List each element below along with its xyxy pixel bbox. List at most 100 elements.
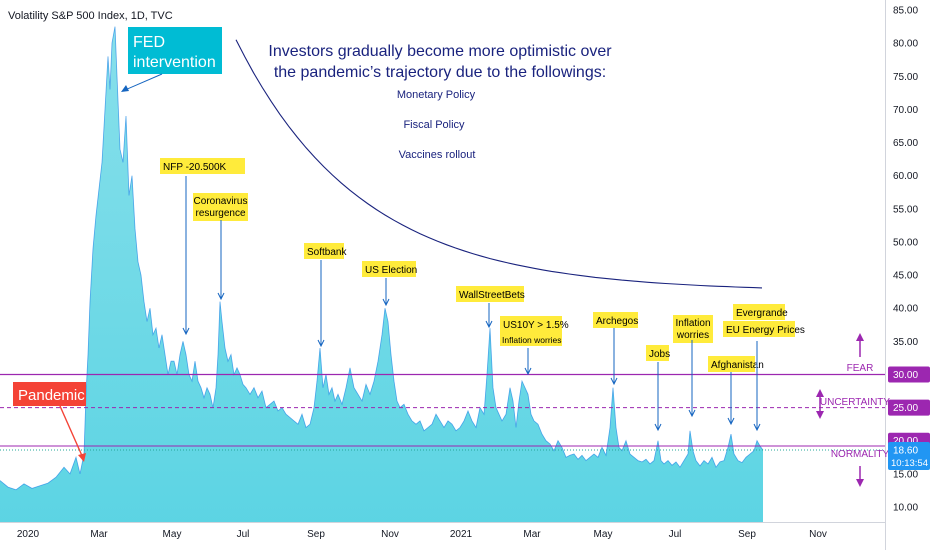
optimism-decay-curve	[235, 39, 763, 289]
x-tick-label: Mar	[523, 529, 541, 540]
y-tick-label: 55.00	[893, 204, 918, 215]
event-annotation-text: Inflation worries	[675, 318, 710, 341]
factor-monetary-policy: Monetary Policy	[397, 89, 476, 101]
event-annotation-subbox	[500, 332, 562, 346]
event-annotation-subtext: EU Energy Prices	[726, 325, 805, 336]
event-annotation: Afghanistan	[708, 356, 764, 426]
y-tick-label: 50.00	[893, 237, 918, 248]
event-annotation: Inflation worries	[673, 315, 713, 418]
y-tick-label: 15.00	[893, 469, 918, 480]
fear-zone-label: FEAR	[847, 363, 874, 374]
uncertainty-price-badge	[888, 399, 930, 416]
event-annotation-box	[593, 312, 638, 328]
normality-down-arrow-icon	[856, 466, 864, 487]
fed-label-line-1: FED	[133, 34, 165, 51]
event-annotation-box	[304, 243, 344, 259]
event-annotation-text: Afghanistan	[711, 360, 764, 371]
pandemic-label-text: Pandemic	[18, 387, 85, 404]
y-tick-label: 60.00	[893, 171, 918, 182]
y-tick-label: 65.00	[893, 138, 918, 149]
event-annotation-text: Jobs	[649, 349, 670, 360]
event-annotation-box	[160, 158, 245, 174]
factor-fiscal-policy: Fiscal Policy	[403, 119, 465, 131]
vix-line	[0, 26, 764, 491]
x-tick-label: Nov	[809, 529, 827, 540]
event-annotation-text: Softbank	[307, 247, 347, 258]
x-tick-label: Mar	[90, 529, 108, 540]
event-annotation-subtext: Inflation worries	[502, 335, 562, 345]
last-price-badge	[888, 442, 930, 470]
fear-price-badge-text: 30.00	[893, 370, 918, 381]
y-tick-label: 75.00	[893, 72, 918, 83]
event-arrowhead	[654, 423, 662, 432]
normality-price-badge-text: 20.00	[893, 436, 918, 447]
pandemic-label: Pandemic	[13, 382, 86, 462]
event-arrowhead	[524, 367, 532, 376]
x-tick-label: Jul	[669, 529, 682, 540]
uncertainty-zone-label: UNCERTAINTY	[820, 397, 891, 408]
time-axis-ticks: 2020 Mar May Jul Sep Nov 2021 Mar May Jul Sep Nov	[17, 529, 827, 540]
event-annotation-box	[500, 316, 562, 332]
event-annotation-box	[733, 304, 785, 320]
fed-label-line-2: intervention	[133, 54, 216, 71]
event-annotation: Evergrande EU Energy Prices	[723, 304, 805, 432]
event-annotation-text: Evergrande	[736, 308, 788, 319]
event-annotation-box	[456, 286, 524, 302]
last-price-text: 18.60	[893, 446, 918, 457]
y-tick-label: 35.00	[893, 337, 918, 348]
normality-zone-label: NORMALITY	[831, 449, 890, 460]
event-annotation-subbox	[723, 321, 795, 337]
countdown-text: 10:13:54	[891, 458, 928, 469]
event-arrowhead	[753, 423, 761, 432]
event-annotation-box	[193, 193, 248, 221]
event-annotation-text: WallStreetBets	[459, 290, 525, 301]
uncertainty-double-arrow-icon	[816, 389, 824, 419]
x-tick-label: 2021	[450, 529, 473, 540]
chart-title: Volatility S&P 500 Index, 1D, TVC	[8, 10, 173, 22]
event-annotation: US10Y > 1.5% Inflation worries	[500, 316, 569, 376]
x-tick-label: May	[163, 529, 182, 540]
event-annotation-box	[708, 356, 755, 372]
headline-line-1: Investors gradually become more optimist…	[268, 43, 612, 60]
fear-price-badge	[888, 366, 930, 383]
y-tick-label: 80.00	[893, 39, 918, 50]
event-annotation: US Election	[362, 261, 417, 307]
event-annotation: NFP -20.500K	[160, 158, 245, 336]
fear-up-arrow-icon	[856, 333, 864, 357]
event-annotation: Softbank	[304, 243, 347, 348]
event-annotation-text: Archegos	[596, 316, 638, 327]
event-annotation-box	[362, 261, 416, 277]
y-tick-label: 70.00	[893, 105, 918, 116]
uncertainty-price-badge-text: 25.00	[893, 403, 918, 414]
vix-area-fill	[0, 26, 763, 522]
x-tick-label: 2020	[17, 529, 40, 540]
event-arrowhead	[382, 298, 390, 307]
x-tick-label: May	[594, 529, 613, 540]
event-annotation-text: Coronavirus resurgence	[194, 196, 248, 219]
event-arrowhead	[727, 417, 735, 426]
event-arrowhead	[485, 320, 493, 329]
y-tick-label: 85.00	[893, 6, 918, 17]
factor-vaccines-rollout: Vaccines rollout	[399, 149, 476, 161]
event-annotation-text: US10Y > 1.5%	[503, 320, 569, 331]
event-arrowhead	[610, 377, 618, 386]
y-tick-label: 45.00	[893, 271, 918, 282]
event-arrowhead	[217, 292, 225, 301]
event-annotation: Coronavirus resurgence	[193, 193, 248, 301]
event-annotations: NFP -20.500K Coronavirus resurgence Softban…	[160, 158, 805, 432]
x-tick-label: Jul	[237, 529, 250, 540]
event-arrowhead	[182, 327, 190, 336]
event-annotation-text: US Election	[365, 265, 417, 276]
event-arrowhead	[688, 409, 696, 418]
event-annotation: Jobs	[646, 345, 670, 432]
x-tick-label: Sep	[307, 529, 325, 540]
event-annotation: WallStreetBets	[456, 286, 525, 329]
event-annotation-text: NFP -20.500K	[163, 162, 227, 173]
x-tick-label: Sep	[738, 529, 756, 540]
event-arrowhead	[317, 339, 325, 348]
y-tick-label: 40.00	[893, 304, 918, 315]
event-annotation-box	[646, 345, 669, 361]
